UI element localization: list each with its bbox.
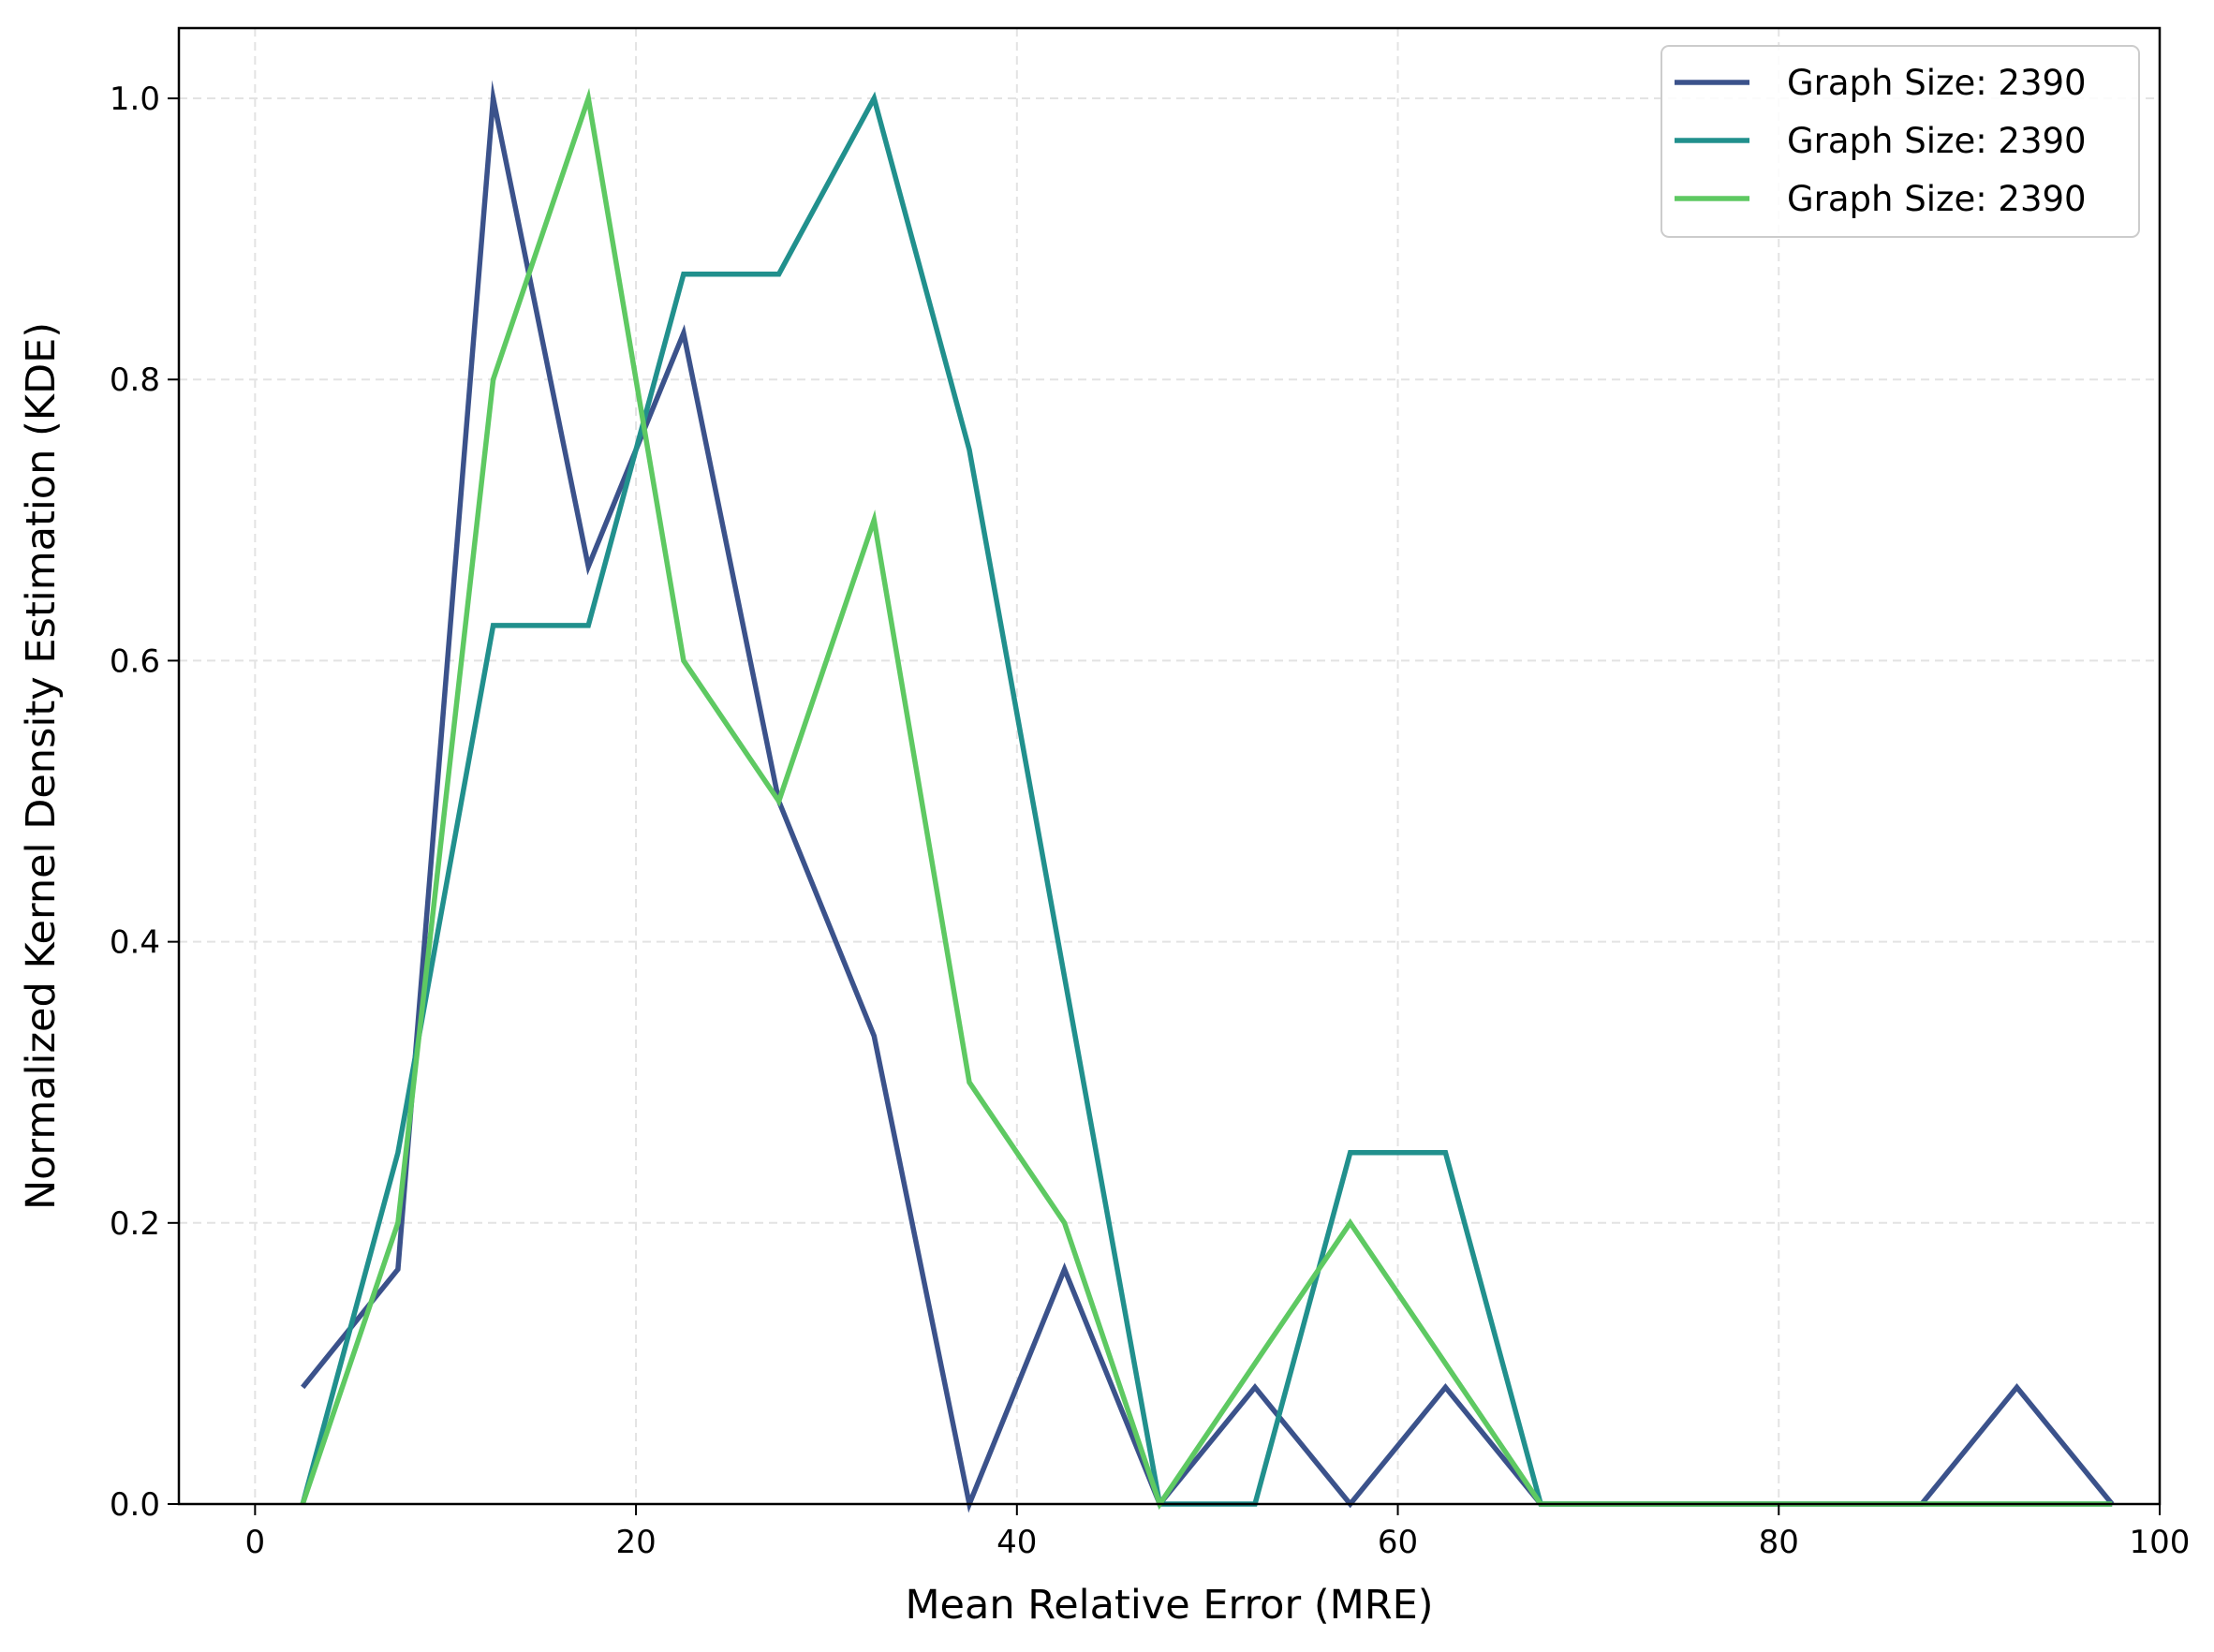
x-tick-label: 20 xyxy=(615,1524,656,1561)
x-tick-label: 0 xyxy=(245,1524,266,1561)
grid xyxy=(179,28,2161,1505)
series-line-3 xyxy=(300,87,2113,1511)
y-tick-label: 1.0 xyxy=(110,81,160,118)
y-tick-label: 0.2 xyxy=(110,1205,160,1243)
x-tick-label: 40 xyxy=(996,1524,1037,1561)
legend-label: Graph Size: 2390 xyxy=(1787,179,2087,219)
series-lines xyxy=(300,80,2115,1513)
legend-label: Graph Size: 2390 xyxy=(1787,63,2087,103)
y-tick-label: 0.6 xyxy=(110,642,160,680)
series-line-2 xyxy=(300,91,2113,1507)
plot-frame xyxy=(177,26,2162,1506)
legend-box xyxy=(1660,45,2140,238)
y-tick-label: 0.8 xyxy=(110,361,160,399)
axis-ticks: 0 20 40 60 80 100 0.0 0.2 0.4 0.6 0.8 1.0 xyxy=(110,81,2191,1561)
legend: Graph Size: 2390 Graph Size: 2390 Graph Si… xyxy=(1660,45,2140,238)
x-tick-label: 100 xyxy=(2130,1524,2191,1561)
series-line-1 xyxy=(301,80,2115,1513)
y-tick-label: 0.4 xyxy=(110,924,160,962)
x-tick-label: 60 xyxy=(1378,1524,1418,1561)
x-axis-label: Mean Relative Error (MRE) xyxy=(905,1582,1433,1629)
y-tick-label: 0.0 xyxy=(110,1486,160,1524)
y-axis-label: Normalized Kernel Density Estimation (KD… xyxy=(18,322,65,1210)
x-tick-label: 80 xyxy=(1759,1524,1799,1561)
legend-label: Graph Size: 2390 xyxy=(1787,121,2087,161)
